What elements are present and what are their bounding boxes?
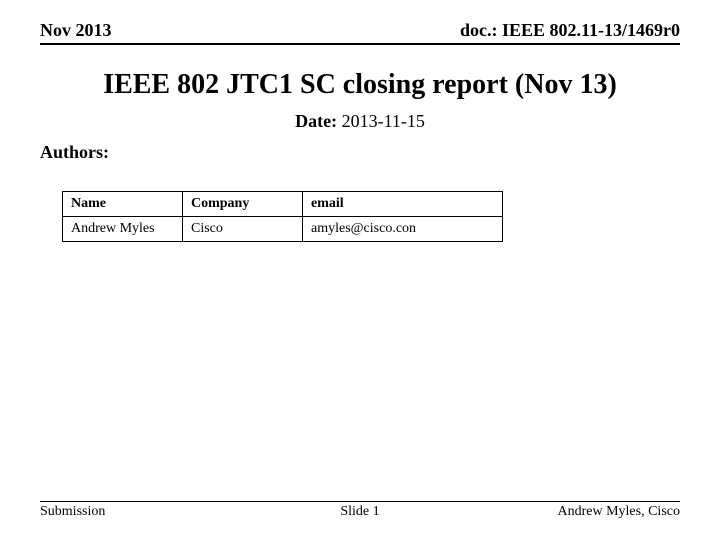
column-header-company: Company [183,192,303,217]
table-header-row: Name Company email [63,192,503,217]
header-date: Nov 2013 [40,20,112,41]
footer-left: Submission [40,504,105,520]
footer-center: Slide 1 [340,504,379,520]
header-doc-id: doc.: IEEE 802.11-13/1469r0 [460,20,680,41]
date-line: Date: 2013-11-15 [40,111,680,132]
cell-name: Andrew Myles [63,217,183,242]
table-row: Andrew Myles Cisco amyles@cisco.con [63,217,503,242]
cell-company: Cisco [183,217,303,242]
column-header-name: Name [63,192,183,217]
document-footer: Submission Slide 1 Andrew Myles, Cisco [40,501,680,520]
footer-right: Andrew Myles, Cisco [558,504,681,520]
date-label: Date: [295,111,337,131]
column-header-email: email [303,192,503,217]
cell-email: amyles@cisco.con [303,217,503,242]
page-title: IEEE 802 JTC1 SC closing report (Nov 13) [40,69,680,101]
authors-table: Name Company email Andrew Myles Cisco am… [62,191,503,242]
document-header: Nov 2013 doc.: IEEE 802.11-13/1469r0 [40,20,680,45]
authors-label: Authors: [40,142,680,163]
date-value: 2013-11-15 [337,111,425,131]
